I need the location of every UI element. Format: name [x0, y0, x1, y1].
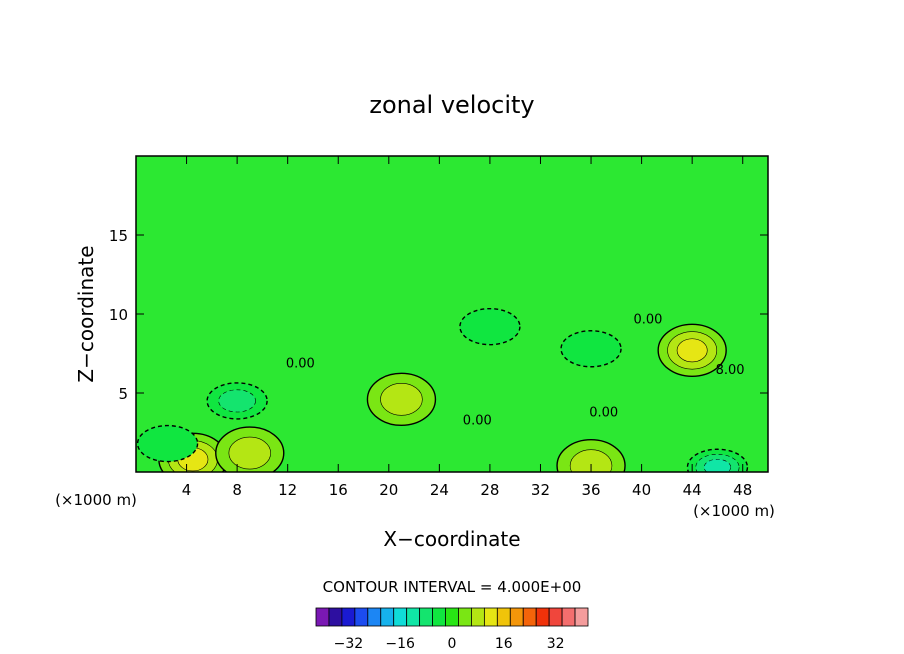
- colorbar-swatch: [315, 607, 330, 627]
- contour-feature-min: [136, 424, 199, 463]
- contour-feature-max: [215, 426, 285, 472]
- x-tick-label: 48: [733, 481, 752, 499]
- contour-band: [569, 449, 613, 472]
- contour-label: 0.00: [463, 414, 492, 429]
- colorbar-swatch: [522, 607, 537, 627]
- colorbar-swatch: [574, 607, 589, 627]
- contour-feature-min: [206, 382, 268, 420]
- colorbar-swatch: [561, 607, 576, 627]
- colorbar-swatch: [458, 607, 472, 627]
- colorbar-swatch: [406, 607, 421, 627]
- contour-feature-max: [556, 438, 626, 472]
- y-axis-label: Z−coordinate: [74, 245, 98, 382]
- chart-title: zonal velocity: [369, 91, 534, 119]
- colorbar-swatch: [393, 607, 408, 627]
- x-tick-label: 4: [182, 481, 192, 499]
- contour-band: [459, 307, 521, 346]
- colorbar-swatch: [367, 607, 382, 627]
- contour-interval-label: CONTOUR INTERVAL = 4.000E+00: [323, 578, 582, 596]
- contour-label: 0.00: [633, 312, 662, 327]
- colorbar-swatch: [548, 607, 563, 627]
- colorbar-tick-label: 32: [547, 636, 565, 652]
- x-tick-label: 12: [278, 481, 297, 499]
- contour-feature-max: [657, 323, 727, 378]
- plot-background: [136, 156, 768, 472]
- y-tick-label: 5: [118, 385, 128, 403]
- contour-feature-max: [366, 372, 437, 427]
- colorbar-swatch: [535, 607, 550, 627]
- x-tick-label: 36: [581, 481, 600, 499]
- contour-label: 0.00: [589, 406, 618, 421]
- colorbar-swatch: [328, 607, 343, 627]
- colorbar-swatch: [471, 607, 485, 627]
- colorbar: −32 −16 0 16 32: [315, 607, 589, 652]
- contour-band: [136, 424, 199, 463]
- colorbar-tick-label: −16: [385, 636, 415, 652]
- x-tick-label: 16: [329, 481, 348, 499]
- contour-band: [380, 383, 423, 416]
- colorbar-tick-label: −32: [334, 636, 364, 652]
- colorbar-swatch: [354, 607, 369, 627]
- y-axis-ticks: 5 10 15: [109, 227, 768, 403]
- x-tick-label: 28: [480, 481, 499, 499]
- contour-feature-min: [560, 330, 622, 368]
- contour-band: [228, 436, 271, 470]
- contour-band: [676, 338, 708, 363]
- contour-fill-layer: 0.00 0.00 0.00 0.00 8.00: [136, 307, 749, 472]
- colorbar-swatch: [509, 607, 524, 627]
- contour-band: [560, 330, 622, 368]
- x-unit-label-right: (×1000 m): [693, 502, 775, 520]
- y-tick-label: 10: [109, 306, 128, 324]
- colorbar-tick-label: 0: [448, 636, 457, 652]
- x-axis-ticks: 4 8 12 16 20 24 28 32 36 40 44 48: [182, 156, 752, 499]
- x-tick-label: 24: [430, 481, 449, 499]
- contour-band: [218, 389, 256, 413]
- x-unit-label-left: (×1000 m): [55, 491, 137, 509]
- contour-label: 8.00: [716, 363, 745, 378]
- x-tick-label: 20: [379, 481, 398, 499]
- colorbar-swatch: [419, 607, 433, 627]
- contour-band: [703, 458, 732, 472]
- colorbar-swatch: [483, 607, 498, 627]
- x-tick-label: 8: [232, 481, 242, 499]
- contour-feature-min: [686, 448, 749, 472]
- contour-feature-min: [459, 307, 521, 346]
- colorbar-swatch: [341, 607, 356, 627]
- x-tick-label: 32: [531, 481, 550, 499]
- colorbar-tick-label: 16: [495, 636, 513, 652]
- x-axis-label: X−coordinate: [383, 527, 520, 551]
- y-tick-label: 15: [109, 227, 128, 245]
- x-tick-label: 40: [632, 481, 651, 499]
- colorbar-swatch: [432, 607, 446, 627]
- colorbar-swatch: [380, 607, 395, 627]
- colorbar-swatch: [496, 607, 511, 627]
- contour-label: 0.00: [286, 357, 315, 372]
- x-tick-label: 44: [683, 481, 702, 499]
- colorbar-swatch: [445, 607, 459, 627]
